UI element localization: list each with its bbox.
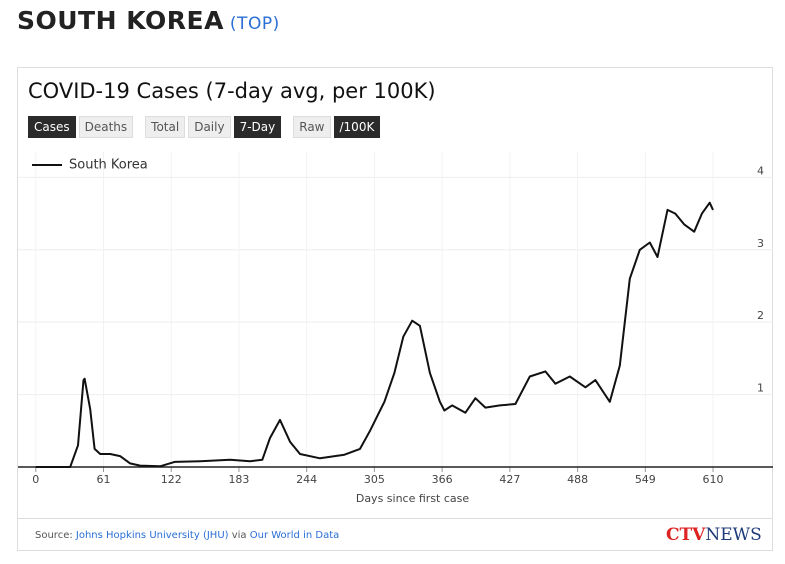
source-link[interactable]: Our World in Data — [249, 530, 340, 541]
source-label: Source: — [35, 530, 73, 541]
x-tick-label: 244 — [296, 473, 317, 486]
title-text: SOUTH KOREA — [17, 6, 224, 35]
logo-news: NEWS — [705, 525, 762, 545]
x-tick-label: 366 — [432, 473, 453, 486]
button-group: Raw/100K — [293, 116, 381, 138]
logo: CTVNEWS — [666, 525, 762, 545]
toggle-button[interactable]: Deaths — [78, 116, 134, 138]
x-tick-label: 61 — [96, 473, 110, 486]
toggle-button[interactable]: Cases — [28, 116, 76, 138]
source-link[interactable]: Johns Hopkins University (JHU) — [75, 530, 229, 541]
source: Source: Johns Hopkins University (JHU) v… — [35, 530, 339, 541]
x-tick-label: 122 — [161, 473, 182, 486]
footer — [17, 518, 773, 552]
toggle-button[interactable]: /100K — [333, 116, 381, 138]
button-group: Cases Deaths — [28, 116, 134, 138]
controls: Cases Deaths Total Daily 7-Day Raw/100K — [28, 116, 381, 138]
top-link[interactable]: (TOP) — [229, 14, 280, 34]
x-tick-label: 488 — [567, 473, 588, 486]
chart-title: COVID-19 Cases (7-day avg, per 100K) — [28, 79, 436, 103]
via: via — [231, 530, 247, 541]
page-title: SOUTH KOREA (TOP) — [17, 6, 280, 35]
x-tick-label: 610 — [703, 473, 724, 486]
button-group: Total Daily 7-Day — [145, 116, 282, 138]
card — [17, 67, 773, 551]
x-tick-label: 427 — [499, 473, 520, 486]
y-tick-label: 3 — [757, 237, 764, 250]
x-tick-label: 549 — [635, 473, 656, 486]
logo-ctv: CTV — [666, 525, 706, 545]
toggle-button[interactable]: Daily — [188, 116, 231, 138]
toggle-button[interactable]: 7-Day — [233, 116, 282, 138]
y-tick-label: 1 — [757, 382, 764, 395]
toggle-button[interactable]: Raw — [293, 116, 331, 138]
series-line — [35, 201, 714, 468]
x-tick-label: 0 — [32, 473, 39, 486]
toggle-button[interactable]: Total — [145, 116, 186, 138]
legend-label: South Korea — [69, 158, 148, 173]
y-tick-label: 2 — [757, 309, 764, 322]
y-tick-label: 4 — [757, 164, 764, 177]
x-tick-label: 305 — [364, 473, 385, 486]
x-tick-label: 183 — [228, 473, 249, 486]
x-axis-label: Days since first case — [356, 492, 470, 505]
